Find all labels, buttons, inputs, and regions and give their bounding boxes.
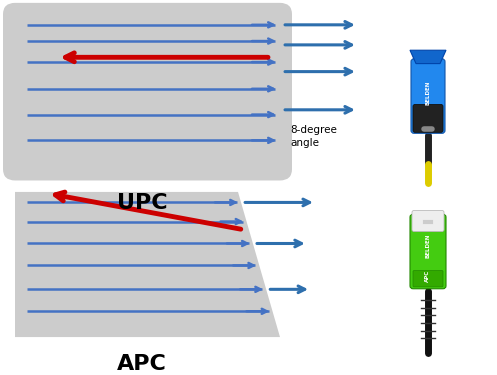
FancyBboxPatch shape: [413, 271, 443, 287]
FancyBboxPatch shape: [3, 3, 292, 180]
Text: BELDEN: BELDEN: [425, 80, 430, 105]
Polygon shape: [15, 192, 280, 337]
FancyBboxPatch shape: [411, 59, 445, 133]
Text: BELDEN: BELDEN: [425, 233, 430, 258]
FancyBboxPatch shape: [410, 214, 446, 289]
Text: APC: APC: [117, 354, 167, 374]
Text: UPC: UPC: [117, 193, 167, 213]
Text: 8-degree
angle: 8-degree angle: [290, 125, 337, 148]
FancyBboxPatch shape: [412, 210, 444, 231]
FancyBboxPatch shape: [413, 105, 443, 132]
Text: APC: APC: [425, 270, 430, 282]
Polygon shape: [410, 50, 446, 64]
